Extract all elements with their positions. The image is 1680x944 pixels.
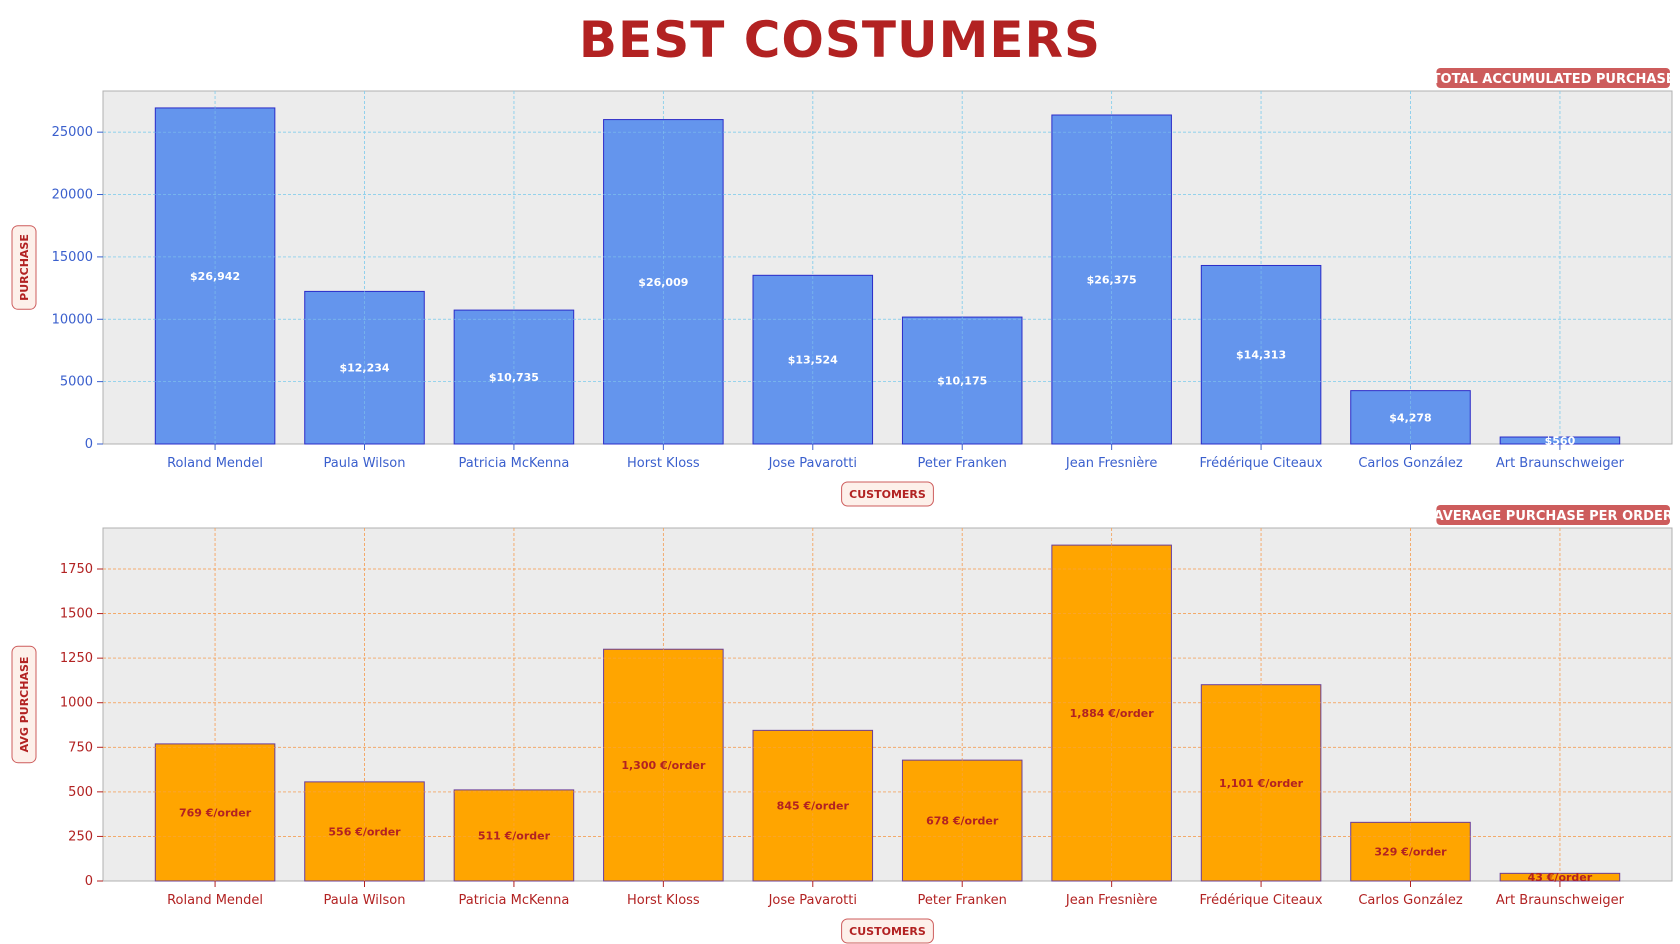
x-tick-label: Patricia McKenna [459,456,570,471]
x-tick-label: Jose Pavarotti [768,456,857,471]
y-tick-label: 20000 [52,188,93,203]
x-tick-label: Horst Kloss [627,456,700,471]
plots-group: 0500010000150002000025000$26,942$12,234$… [11,68,1675,944]
y-tick-label: 0 [85,874,93,889]
x-axis-label: CUSTOMERS [849,925,926,938]
y-tick-label: 750 [68,740,93,755]
bar-data-label: 511 €/order [478,829,551,842]
x-tick-label: Roland Mendel [167,456,263,471]
chart-panel-2: 0 250 500 750 1000 1250 1500 1750 769 €/order 556… [11,505,1673,944]
bar [1200,264,1322,445]
x-tick-label: Art Braunschweiger [1496,893,1625,908]
bar-data-label: $26,942 [190,270,240,283]
x-tick-label: Jose Pavarotti [768,893,857,908]
panel-badge [1436,68,1670,88]
bar-data-label: $26,375 [1087,274,1137,287]
y-tick-label: 10000 [52,312,93,327]
x-tick-label: Frédérique Citeaux [1200,456,1323,471]
chart-panel-1: 0 5000 10000 15000 20000 25000 $26,942 $12,234 $… [11,68,1675,507]
x-tick-label: Carlos González [1358,893,1463,908]
y-axis-label: AVG PURCHASE [18,657,31,753]
y-axis-label: PURCHASE [18,234,31,301]
y-tick-label: 1750 [60,562,93,577]
bar-data-label: $26,009 [638,276,688,289]
bar-data-label: 1,101 €/order [1219,777,1304,790]
bar-data-label: 678 €/order [926,815,999,828]
y-tick-label: 250 [68,829,93,844]
bar-data-label: $560 [1545,435,1576,448]
y-tick-label: 1250 [60,651,93,666]
x-axis-label-badge [841,481,934,507]
bar-data-label: 769 €/order [179,806,252,819]
y-tick-label: 1500 [60,607,93,622]
x-tick-label: Jean Fresnière [1065,456,1157,471]
y-tick-label: 25000 [52,125,93,140]
page-title: BEST COSTUMERS [579,11,1101,69]
bar-data-label: 556 €/order [328,825,401,838]
bar [1051,114,1172,445]
x-tick-label: Frédérique Citeaux [1200,893,1323,908]
bar-data-label: 845 €/order [777,800,850,813]
y-tick-label: 500 [68,785,93,800]
bar-data-label: 1,884 €/order [1070,707,1155,720]
panel-badge-text: TOTAL ACCUMULATED PURCHASE [1432,72,1675,87]
y-axis-label-badge [11,645,37,764]
x-tick-label: Patricia McKenna [459,893,570,908]
x-tick-label: Roland Mendel [167,893,263,908]
x-tick-label: Horst Kloss [627,893,700,908]
bar-data-label: 43 €/order [1528,871,1593,884]
x-tick-label: Jean Fresnière [1065,893,1157,908]
y-axis-label-badge [11,225,37,310]
bar-data-label: $12,234 [339,362,389,375]
x-axis-label: CUSTOMERS [849,488,926,501]
y-tick-label: 5000 [60,375,93,390]
x-tick-label: Paula Wilson [324,456,406,471]
y-tick-label: 15000 [52,250,93,265]
x-tick-label: Carlos González [1358,456,1463,471]
y-tick-label: 1000 [60,696,93,711]
y-tick-label: 0 [85,437,93,452]
x-tick-label: Peter Franken [918,893,1007,908]
bar [1350,821,1471,882]
bar-data-label: $10,175 [937,375,987,388]
bar-data-label: $14,313 [1236,349,1286,362]
panel-badge-text: AVERAGE PURCHASE PER ORDER [1434,509,1673,524]
panel-badge [1436,505,1670,525]
x-tick-label: Art Braunschweiger [1496,456,1625,471]
x-tick-label: Paula Wilson [324,893,406,908]
bar-data-label: $4,278 [1389,411,1431,424]
bar-data-label: 1,300 €/order [621,759,706,772]
bar-data-label: 329 €/order [1374,846,1447,859]
x-axis-label-badge [841,918,934,944]
bar-data-label: $13,524 [788,354,838,367]
bar-data-label: $10,735 [489,371,539,384]
x-tick-label: Peter Franken [918,456,1007,471]
